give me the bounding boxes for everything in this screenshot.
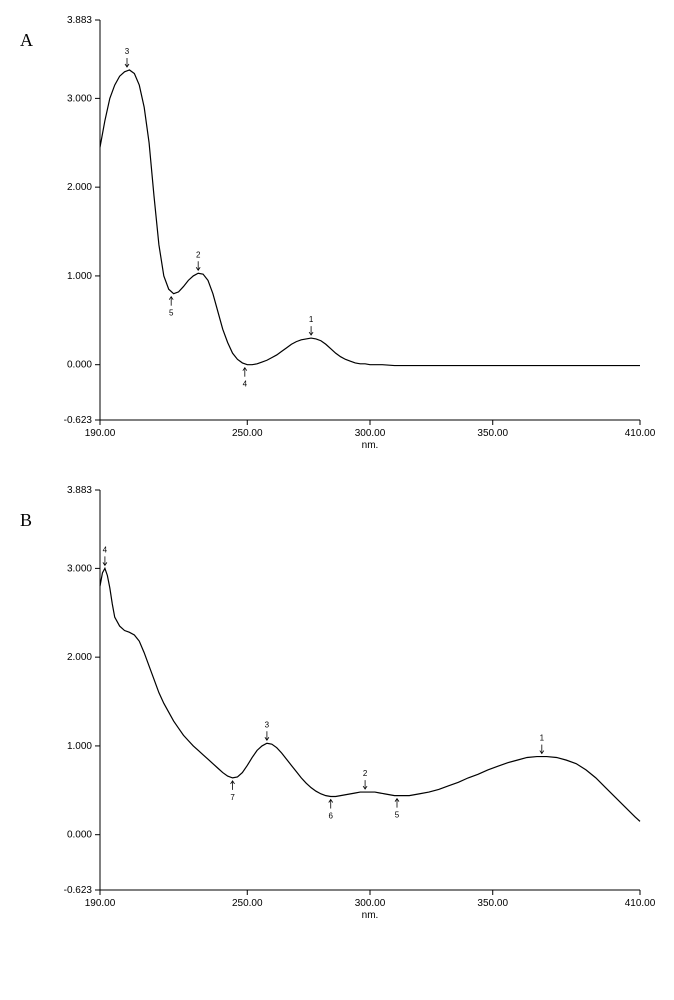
svg-text:3: 3	[265, 720, 270, 729]
svg-text:2: 2	[363, 769, 368, 778]
svg-text:250.00: 250.00	[232, 428, 263, 439]
svg-text:1.000: 1.000	[67, 741, 92, 752]
svg-text:2.000: 2.000	[67, 182, 92, 193]
svg-text:300.00: 300.00	[355, 898, 386, 909]
svg-text:350.00: 350.00	[477, 898, 508, 909]
svg-text:-0.623: -0.623	[64, 885, 93, 896]
svg-text:1.000: 1.000	[67, 271, 92, 282]
svg-text:410.00: 410.00	[625, 898, 656, 909]
svg-text:5: 5	[169, 309, 174, 318]
chart-b: 190.00 250.00 300.00 350.00 410.00 nm. -0.623 0…	[0, 470, 674, 950]
svg-text:2: 2	[196, 250, 201, 259]
svg-text:7: 7	[230, 793, 235, 802]
svg-text:3.000: 3.000	[67, 93, 92, 104]
svg-text:-0.623: -0.623	[64, 415, 93, 426]
svg-text:6: 6	[329, 812, 334, 821]
svg-text:350.00: 350.00	[477, 428, 508, 439]
svg-text:nm.: nm.	[362, 440, 379, 451]
svg-text:1: 1	[540, 734, 545, 743]
svg-text:5: 5	[395, 811, 400, 820]
panel-a-label: A	[20, 30, 33, 51]
svg-text:3.000: 3.000	[67, 563, 92, 574]
svg-text:410.00: 410.00	[625, 428, 656, 439]
svg-text:4: 4	[243, 380, 248, 389]
svg-text:300.00: 300.00	[355, 428, 386, 439]
svg-text:1: 1	[309, 315, 314, 324]
svg-text:190.00: 190.00	[85, 428, 116, 439]
panel-a: A 190.00 250.00 300.00 350.00 410.00 nm. -0.62…	[0, 0, 674, 470]
svg-text:3.883: 3.883	[67, 485, 92, 496]
chart-a: 190.00 250.00 300.00 350.00 410.00 nm. -0.623 0…	[0, 0, 674, 470]
panel-b-label: B	[20, 510, 32, 531]
svg-text:250.00: 250.00	[232, 898, 263, 909]
panel-b: B 190.00 250.00 300.00 350.00 410.00 nm. -0.62…	[0, 470, 674, 950]
svg-text:nm.: nm.	[362, 910, 379, 921]
svg-text:190.00: 190.00	[85, 898, 116, 909]
svg-text:4: 4	[103, 545, 108, 554]
svg-text:3.883: 3.883	[67, 15, 92, 26]
svg-text:2.000: 2.000	[67, 652, 92, 663]
svg-text:0.000: 0.000	[67, 830, 92, 841]
svg-text:0.000: 0.000	[67, 360, 92, 371]
svg-text:3: 3	[125, 47, 130, 56]
